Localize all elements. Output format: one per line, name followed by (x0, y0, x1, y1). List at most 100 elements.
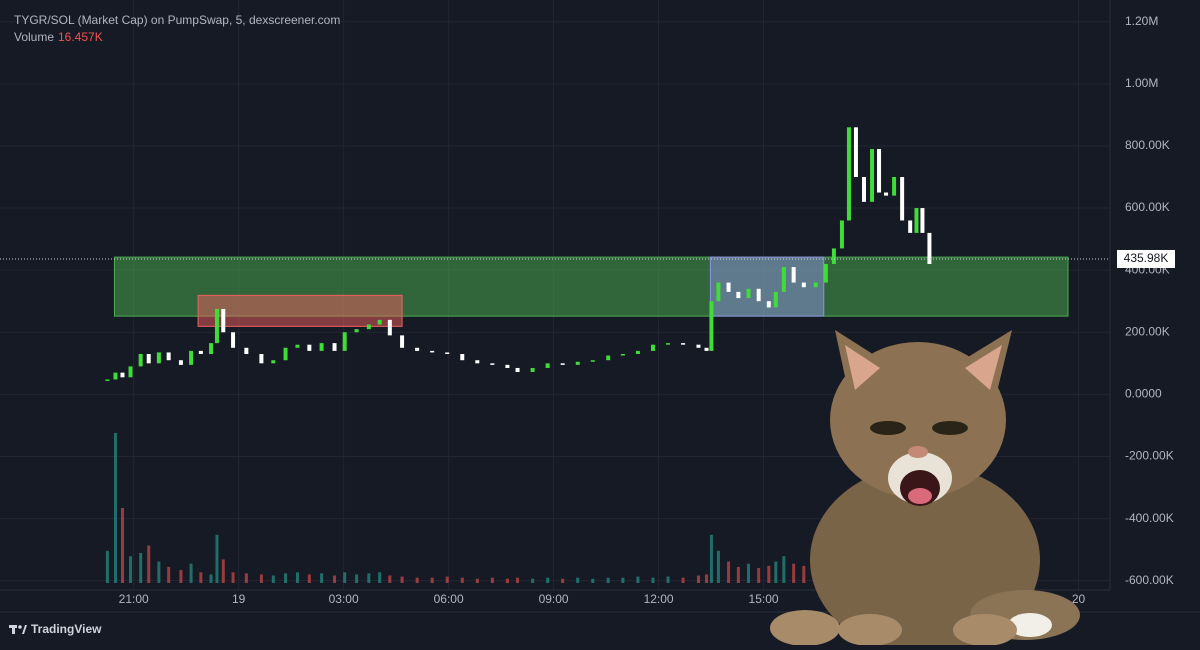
candle (295, 344, 300, 348)
candle (766, 301, 771, 308)
candle (831, 248, 836, 264)
candle (319, 343, 324, 351)
chart-title: TYGR/SOL (Market Cap) on PumpSwap, 5, de… (14, 13, 340, 27)
volume-bar (378, 572, 382, 583)
candle (271, 360, 276, 364)
candle (545, 363, 550, 368)
volume-bar (307, 574, 311, 583)
candle (430, 350, 435, 353)
candle (475, 360, 480, 364)
candle (900, 177, 905, 221)
candle (156, 352, 161, 364)
candle (128, 366, 133, 378)
candle (839, 220, 844, 249)
volume-bar (774, 561, 778, 583)
x-tick-label: 15:00 (749, 592, 779, 606)
candle (377, 319, 382, 325)
volume-bar (681, 577, 685, 583)
cat-image (770, 330, 1080, 650)
volume-bar (129, 556, 133, 583)
volume-bar (505, 578, 509, 583)
volume-bar (561, 578, 565, 583)
candle (781, 267, 786, 292)
volume-bar (666, 576, 670, 583)
volume-bar (709, 534, 713, 583)
x-tick-label: 06:00 (434, 592, 464, 606)
volume-bar (531, 578, 535, 583)
y-tick-label: 600.00K (1125, 200, 1170, 214)
last-price-label: 435.98K (1124, 251, 1169, 265)
volume-bar (757, 568, 761, 583)
volume-bar (199, 572, 203, 583)
volume-bar (284, 573, 288, 583)
candles (105, 127, 932, 381)
candle (746, 288, 751, 299)
volume-bar (221, 559, 225, 583)
volume-bar (113, 433, 117, 583)
volume-bar (367, 573, 371, 583)
candle (505, 364, 510, 368)
candle (846, 127, 851, 221)
volume-bar (475, 578, 479, 583)
candle (198, 350, 203, 354)
y-tick-label: 1.20M (1125, 14, 1158, 28)
volume-bar (490, 577, 494, 583)
candle (105, 379, 110, 381)
volume-bar (802, 565, 806, 583)
candle (530, 367, 535, 373)
candle (884, 192, 889, 196)
candle (920, 208, 925, 233)
y-tick-label: -200.00K (1125, 449, 1174, 463)
y-tick-label: 1.00M (1125, 76, 1158, 90)
candle (342, 332, 347, 351)
volume-bar (696, 575, 700, 583)
volume-bar (430, 577, 434, 583)
candle (515, 367, 520, 373)
candle (590, 360, 595, 362)
x-tick-label: 09:00 (539, 592, 569, 606)
x-tick-label: 03:00 (329, 592, 359, 606)
candle (307, 344, 312, 351)
candle (635, 350, 640, 354)
candle (366, 324, 371, 330)
volume-bar (139, 553, 143, 583)
volume-bar (621, 577, 625, 583)
tradingview-logo (9, 625, 27, 634)
candle (650, 344, 655, 351)
candle (209, 343, 214, 354)
candle (620, 354, 625, 356)
candle (877, 149, 882, 193)
volume-bar (167, 566, 171, 583)
candle (914, 208, 919, 233)
zones (113, 256, 1069, 327)
candle (606, 355, 611, 361)
candle (736, 291, 741, 299)
volume-label: Volume (14, 30, 54, 44)
candle (927, 232, 932, 264)
volume-bar (736, 566, 740, 583)
candle (214, 308, 219, 344)
x-tick-label: 21:00 (119, 592, 149, 606)
candle (560, 363, 565, 365)
volume-bar (705, 574, 709, 583)
x-tick-label: 19 (232, 592, 246, 606)
volume-bar (460, 577, 464, 583)
candle (813, 282, 818, 288)
x-tick-label: 20 (1072, 592, 1086, 606)
candle (189, 350, 194, 365)
candle (726, 282, 731, 292)
candle (709, 301, 714, 351)
volume-bar (727, 561, 731, 583)
volume-bar (445, 576, 449, 583)
y-tick-label: 0.0000 (1125, 387, 1162, 401)
volume-bar (343, 572, 347, 583)
candle (400, 335, 405, 348)
volume-bar (209, 574, 213, 583)
candle (791, 267, 796, 283)
volume-bar (388, 575, 392, 583)
volume-bar (747, 563, 751, 583)
candle (354, 329, 359, 333)
candle (823, 263, 828, 283)
volume-bar (576, 577, 580, 583)
